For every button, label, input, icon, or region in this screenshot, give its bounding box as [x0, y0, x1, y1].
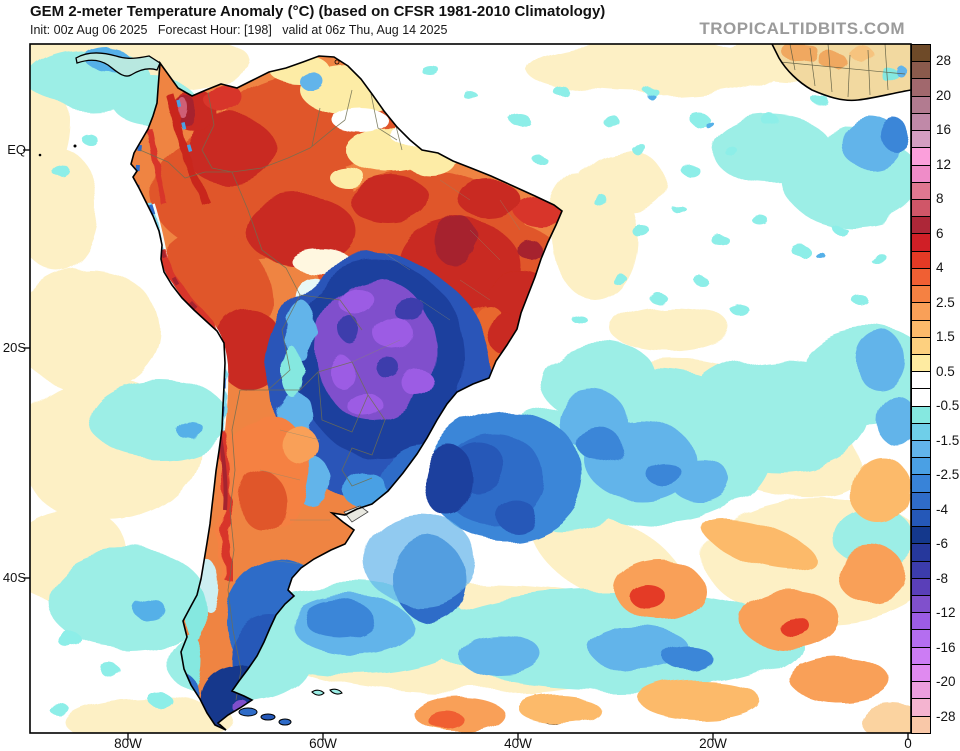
colorbar-tick-label: -28	[936, 708, 956, 724]
colorbar-cell	[912, 320, 930, 338]
peru-andes-maroon-dashes	[160, 249, 200, 312]
trinidad-dot	[334, 59, 340, 65]
chart-subtitle: Init: 00z Aug 06 2025 Forecast Hour: [19…	[30, 23, 448, 37]
colorbar-cell	[912, 596, 930, 614]
colorbar-tick-label: 12	[936, 156, 952, 172]
colorbar-tick-label: 4	[936, 260, 944, 276]
colorbar-tick-label: -20	[936, 674, 956, 690]
x-axis-label-0: 0	[904, 736, 912, 751]
colorbar-tick-label: 1.5	[936, 329, 955, 345]
rio-de-la-plata	[343, 505, 369, 523]
colorbar-cell	[912, 268, 930, 287]
colorbar-tick-label: 28	[936, 53, 952, 69]
colorbar-labels: 28 20 16 12 8 6 4 2.5 1.5 0.5 -0.5 -1.5 -2.5 -4 -6 -8 -1…	[936, 44, 960, 734]
se-brazil-offshore-cold	[364, 409, 583, 622]
colorbar-cell	[912, 62, 930, 80]
colorbar-cell	[912, 389, 930, 407]
central-america-coastline	[75, 52, 161, 77]
colorbar-tick-label: 8	[936, 191, 944, 207]
colorbar-cell	[912, 682, 930, 700]
colorbar-cell	[912, 217, 930, 235]
falkland-west	[311, 689, 325, 696]
colorbar-tick-label: 6	[936, 225, 944, 241]
colorbar-cell	[912, 251, 930, 269]
y-axis-label-20s: 20S	[2, 340, 26, 355]
x-axis-label-20w: 20W	[699, 736, 727, 751]
colorbar-cell	[912, 716, 930, 733]
axis-ticks	[23, 149, 909, 740]
corner-warm-patch	[861, 704, 911, 733]
galapagos-dot	[73, 144, 77, 148]
cold-anomaly-purple-core	[315, 278, 436, 422]
colorbar-cell	[912, 492, 930, 510]
colorbar-tick-label: -12	[936, 605, 956, 621]
atlantic-blue-cores	[292, 116, 911, 675]
se-atlantic-warm-cores	[415, 455, 910, 733]
colorbar-cell	[912, 337, 930, 355]
x-axis-label-40w: 40W	[504, 736, 532, 751]
colorbar-cell	[912, 458, 930, 476]
colorbar-cell	[912, 544, 930, 562]
state-borders	[259, 179, 521, 566]
colorbar-cell	[912, 578, 930, 596]
colorbar-cell	[912, 630, 930, 648]
colorbar-cell	[912, 182, 930, 200]
colorbar-cell	[912, 372, 930, 390]
colorbar-cell	[912, 509, 930, 528]
y-axis-label-40s: 40S	[2, 570, 26, 585]
argentina-warm-strip	[230, 415, 318, 530]
colorbar-tick-label: -16	[936, 639, 956, 655]
africa-detail	[779, 44, 906, 98]
colorbar-cell	[912, 699, 930, 717]
colorbar-cell	[912, 441, 930, 459]
colorbar-cell	[912, 475, 930, 493]
colorbar-tick-label: -4	[936, 501, 949, 517]
colorbar-cell	[912, 96, 930, 114]
colorbar	[911, 44, 931, 734]
colorbar-cell	[912, 45, 930, 63]
colorbar-cell	[912, 354, 930, 373]
colorbar-tick-label: 2.5	[936, 294, 955, 310]
y-axis-label-eq: EQ	[7, 142, 26, 157]
atlantic-deep-blue-spots	[305, 119, 909, 672]
colorbar-cell	[912, 234, 930, 252]
watermark: TROPICALTIDBITS.COM	[699, 19, 905, 38]
colorbar-cell	[912, 79, 930, 97]
south-america-coastline	[130, 55, 563, 731]
x-axis-label-60w: 60W	[309, 736, 337, 751]
colorbar-tick-label: 0.5	[936, 363, 955, 379]
colorbar-cell	[912, 286, 930, 304]
colorbar-cell	[912, 303, 930, 321]
country-borders	[139, 89, 403, 701]
colorbar-cell	[912, 664, 930, 683]
colorbar-cell	[912, 613, 930, 631]
colorbar-cell	[912, 113, 930, 132]
colorbar-cell	[912, 423, 930, 442]
colorbar-tick-label: -8	[936, 570, 949, 586]
colorbar-tick-label: -1.5	[936, 432, 960, 448]
colorbar-tick-label: -2.5	[936, 467, 960, 483]
colorbar-cell	[912, 148, 930, 166]
ecuador-coast-blue-dashes	[135, 144, 142, 201]
colorbar-cell	[912, 527, 930, 545]
falkland-east	[329, 688, 343, 695]
colorbar-cell	[912, 131, 930, 149]
colombia-andes-red	[147, 129, 168, 206]
colorbar-cell	[912, 199, 930, 218]
colorbar-cell	[912, 406, 930, 424]
colorbar-cell	[912, 561, 930, 579]
colorbar-cell	[912, 647, 930, 665]
colombia-cordillera-red	[166, 93, 212, 207]
colorbar-tick-label: 20	[936, 87, 952, 103]
colorbar-cell	[912, 165, 930, 183]
colorbar-tick-label: 16	[936, 122, 952, 138]
colorbar-tick-label: -6	[936, 536, 949, 552]
chart-title: GEM 2-meter Temperature Anomaly (°C) (ba…	[30, 3, 606, 20]
x-axis-label-80w: 80W	[114, 736, 142, 751]
africa-coastline	[771, 44, 911, 102]
colombia-valley-blue	[176, 99, 194, 157]
colorbar-tick-label: -0.5	[936, 398, 960, 414]
